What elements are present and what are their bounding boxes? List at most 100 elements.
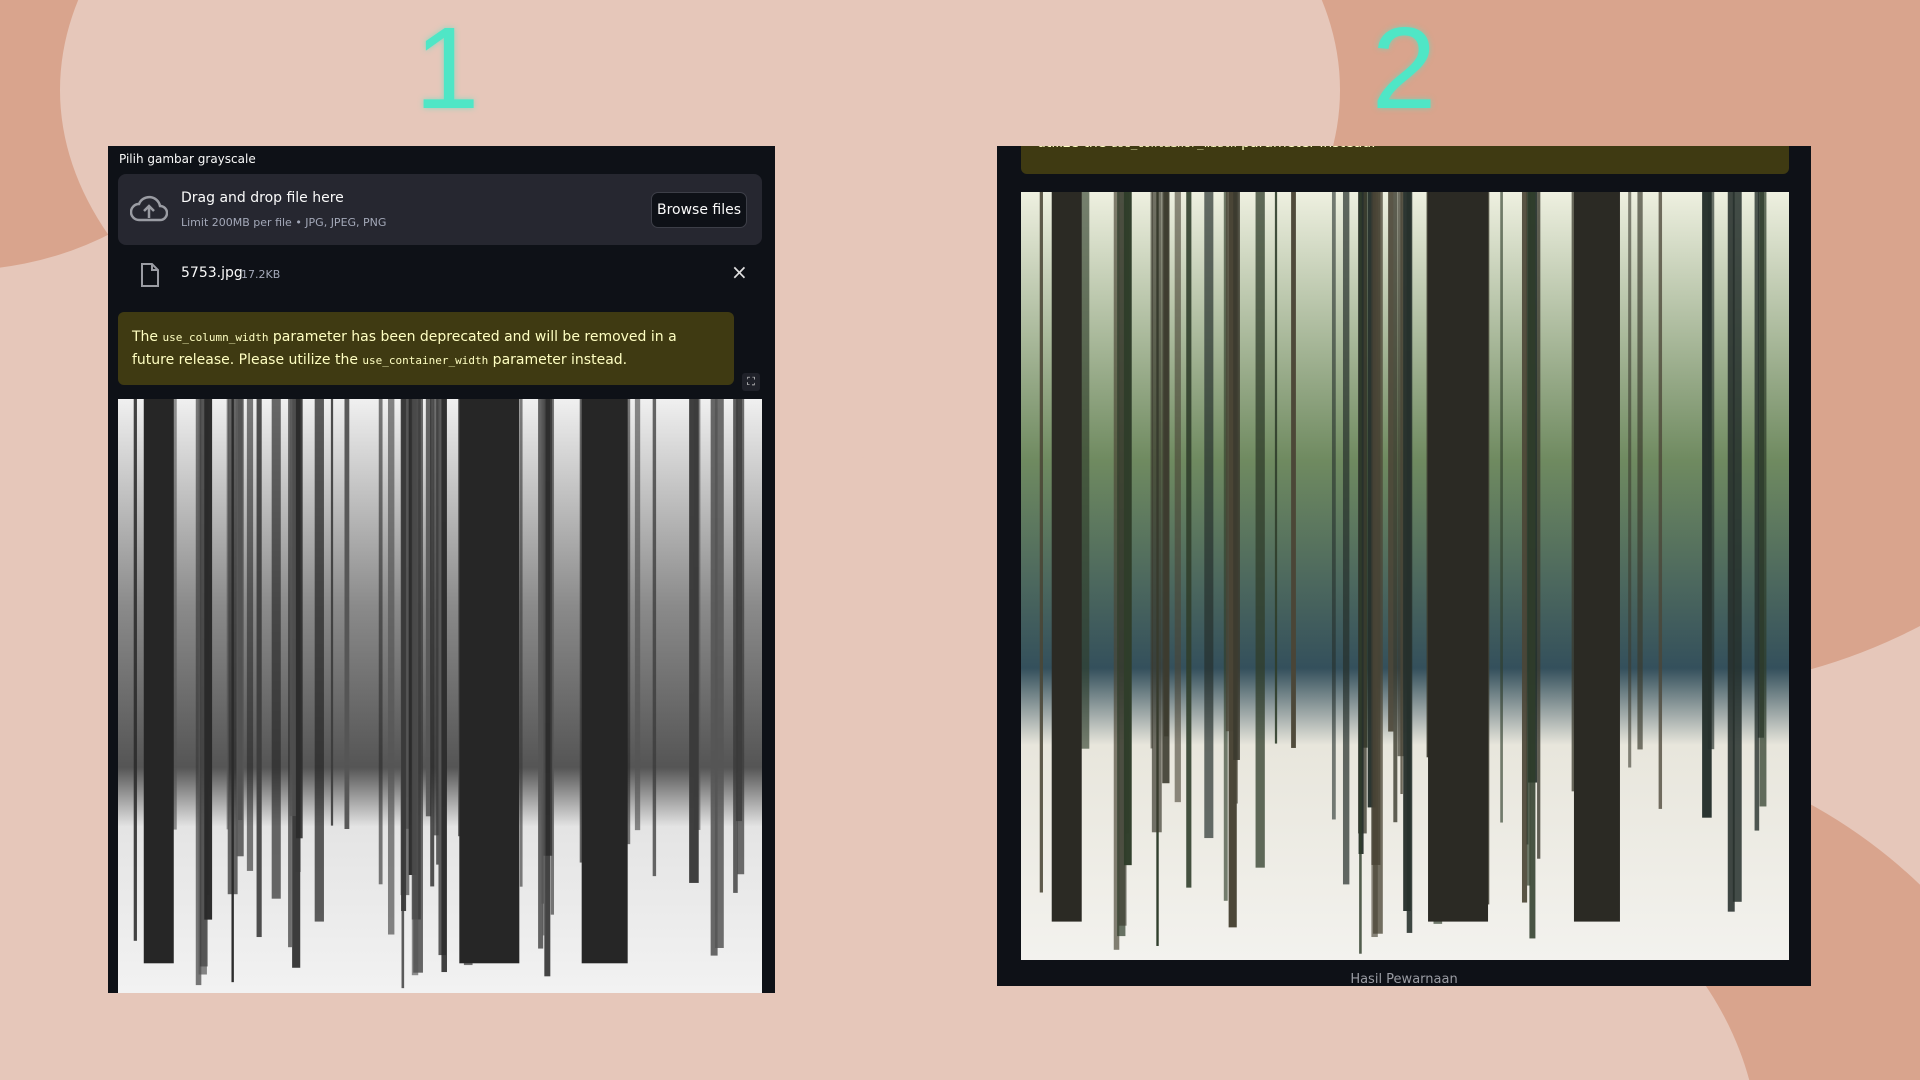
tree (1331, 192, 1336, 820)
tree (737, 399, 745, 875)
tree (1500, 192, 1503, 823)
tree (344, 399, 350, 829)
tree (246, 399, 254, 871)
tree (1274, 192, 1278, 744)
uploader-label: Pilih gambar grayscale (119, 152, 256, 166)
tree (1388, 192, 1394, 732)
tree (519, 399, 523, 887)
tree (401, 399, 405, 989)
tree (1400, 192, 1403, 795)
colorized-image (1021, 192, 1789, 960)
warning-code: use_column_width (162, 331, 269, 344)
tree (1573, 192, 1620, 922)
tree (1039, 192, 1043, 893)
tree (289, 399, 300, 817)
tree (1406, 192, 1413, 933)
warning-text: parameter instead. (488, 352, 628, 368)
tree (550, 399, 555, 915)
tree (1393, 192, 1398, 823)
deprecation-warning: utilize the use_container_width paramete… (1021, 146, 1789, 174)
remove-file-button[interactable]: × (731, 260, 748, 284)
tree (1373, 192, 1383, 934)
tree (1628, 192, 1632, 768)
tree (387, 399, 395, 935)
tree (1359, 192, 1362, 954)
dropzone-limit: Limit 200MB per file • JPG, JPEG, PNG (181, 216, 387, 229)
tree (1113, 192, 1120, 950)
tree (1521, 192, 1528, 903)
tree (199, 399, 208, 967)
tree (627, 399, 631, 845)
tree (542, 399, 546, 936)
result-panel: utilize the use_container_width paramete… (997, 146, 1811, 986)
tree (256, 399, 262, 938)
tree (378, 399, 383, 885)
tree (1754, 192, 1760, 831)
warning-code: use_container_width (1111, 146, 1237, 150)
tree (1223, 192, 1228, 901)
warning-text: The (132, 329, 163, 345)
deprecation-warning: The use_column_width parameter has been … (118, 312, 734, 385)
tree (1526, 192, 1531, 886)
tree (1204, 192, 1214, 839)
tree (227, 399, 238, 895)
tree (195, 399, 202, 986)
tree (1702, 192, 1712, 818)
warning-text: parameter has been deprecated and will b… (132, 329, 677, 368)
tree (271, 399, 281, 899)
tree (314, 399, 324, 922)
tree (441, 399, 447, 973)
tree (581, 399, 628, 964)
dropzone[interactable]: Drag and drop file here Limit 200MB per … (118, 174, 762, 245)
fullscreen-button[interactable]: ⛶ (742, 373, 760, 391)
slide-number: 1 (414, 3, 480, 133)
tree (459, 399, 520, 964)
tree (1150, 192, 1153, 749)
tree (295, 399, 303, 839)
tree (330, 399, 334, 826)
tree (710, 399, 718, 956)
tree (1371, 192, 1378, 938)
upload-icon (130, 195, 168, 222)
tree (1118, 192, 1127, 926)
file-name: 5753.jpg (181, 265, 243, 281)
tree (1225, 192, 1236, 732)
warning-code: use_container_width (362, 354, 489, 367)
file-icon (141, 263, 159, 287)
tree (1186, 192, 1192, 888)
tree (1174, 192, 1181, 803)
tree (733, 399, 738, 893)
tree (430, 399, 435, 887)
tree (411, 399, 419, 976)
tree (544, 399, 551, 977)
tree (634, 399, 641, 831)
tree (1162, 192, 1170, 784)
tree (425, 399, 432, 817)
tree (1759, 192, 1767, 807)
tree (436, 399, 439, 865)
tree (538, 399, 544, 949)
tree (1123, 192, 1132, 866)
tree (1537, 192, 1541, 859)
warning-text: parameter instead. (1237, 146, 1375, 151)
tree (714, 399, 724, 948)
tree (133, 399, 137, 941)
tree (1727, 192, 1735, 912)
tree (1732, 192, 1742, 902)
tree (1051, 192, 1082, 922)
tree (652, 399, 657, 877)
dropzone-title: Drag and drop file here (181, 190, 344, 206)
tree (1255, 192, 1265, 868)
image-caption: Hasil Pewarnaan (1350, 972, 1458, 986)
tree (1428, 192, 1489, 922)
upload-panel: Pilih gambar grayscale Drag and drop fil… (108, 146, 775, 993)
tree (1291, 192, 1296, 748)
tree (226, 399, 229, 830)
slide-number: 2 (1371, 3, 1437, 133)
browse-button[interactable]: Browse files (651, 192, 747, 228)
tree (1151, 192, 1162, 833)
tree (1529, 192, 1536, 939)
file-size: 17.2KB (241, 268, 281, 281)
tree (1080, 192, 1090, 749)
